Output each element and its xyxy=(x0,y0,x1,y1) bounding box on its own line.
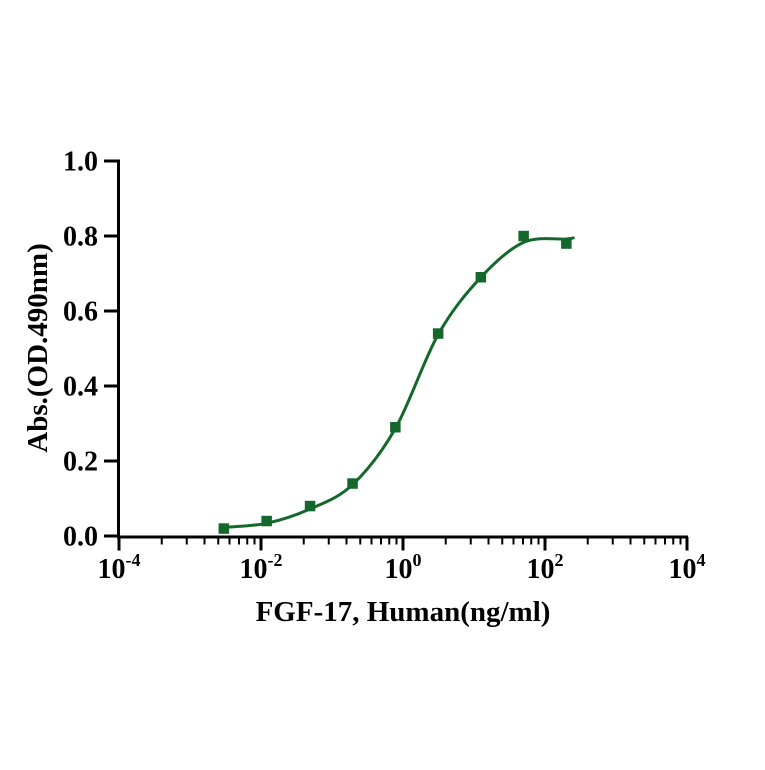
data-point-marker xyxy=(347,478,358,489)
data-point-marker xyxy=(475,272,487,283)
data-point-marker xyxy=(390,422,401,433)
y-tick-label: 1.0 xyxy=(63,147,98,178)
data-point-marker xyxy=(561,238,572,249)
fit-curve xyxy=(222,236,575,529)
data-point-markers xyxy=(218,230,572,534)
y-axis-ticks xyxy=(104,159,119,538)
x-axis-ticks xyxy=(117,537,689,551)
y-tick-label: 0.4 xyxy=(63,372,98,403)
y-axis-tick-labels: 0.0 0.2 0.4 0.6 0.8 1.0 xyxy=(63,147,98,553)
y-axis-title: Abs.(OD.490nm) xyxy=(22,243,54,452)
y-tick-label: 0.2 xyxy=(63,447,98,478)
x-tick-label: 10-2 xyxy=(240,550,283,585)
data-point-marker xyxy=(432,328,444,339)
data-point-marker xyxy=(218,523,230,534)
y-tick-label: 0.8 xyxy=(63,222,98,253)
x-tick-label: 102 xyxy=(527,550,564,585)
y-tick-label: 0.6 xyxy=(63,297,98,328)
data-point-marker xyxy=(261,515,272,527)
x-tick-label: 10-4 xyxy=(98,550,141,585)
data-point-marker xyxy=(518,230,529,242)
data-point-marker xyxy=(304,500,316,512)
x-tick-label: 104 xyxy=(669,550,706,585)
y-tick-label: 0.0 xyxy=(63,522,98,553)
x-axis-tick-labels: 10-4 10-2 100 102 104 xyxy=(98,550,706,585)
x-axis-title: FGF-17, Human(ng/ml) xyxy=(256,596,551,628)
axis-lines xyxy=(117,159,688,539)
x-tick-label: 100 xyxy=(385,550,422,585)
